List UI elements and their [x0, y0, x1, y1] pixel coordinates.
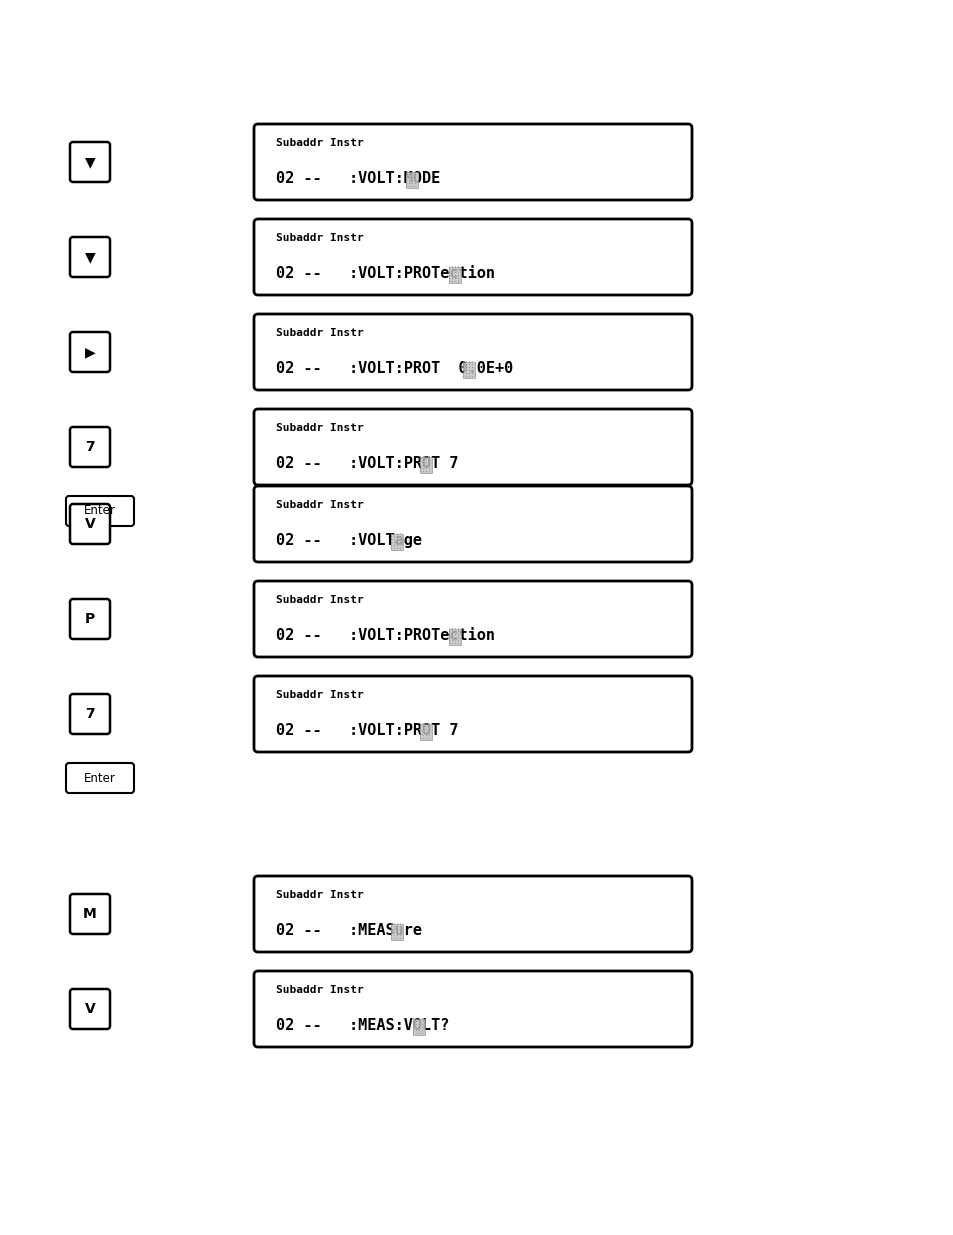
FancyBboxPatch shape — [405, 172, 417, 188]
Text: 02 --   :VOLTage: 02 -- :VOLTage — [275, 534, 421, 548]
Text: Subaddr Instr: Subaddr Instr — [275, 595, 363, 605]
FancyBboxPatch shape — [70, 237, 110, 277]
Text: ▶: ▶ — [85, 345, 95, 359]
Text: Subaddr Instr: Subaddr Instr — [275, 890, 363, 900]
Text: Subaddr Instr: Subaddr Instr — [275, 233, 363, 243]
Text: Subaddr Instr: Subaddr Instr — [275, 329, 363, 338]
Text: V: V — [85, 1002, 95, 1016]
FancyBboxPatch shape — [70, 599, 110, 638]
Text: ▼: ▼ — [85, 249, 95, 264]
FancyBboxPatch shape — [253, 409, 691, 485]
FancyBboxPatch shape — [70, 894, 110, 934]
FancyBboxPatch shape — [66, 496, 133, 526]
Text: Subaddr Instr: Subaddr Instr — [275, 424, 363, 433]
Text: 02 --   :VOLT:PROT 7: 02 -- :VOLT:PROT 7 — [275, 722, 458, 739]
Text: 02 --   :VOLT:PROT 7: 02 -- :VOLT:PROT 7 — [275, 456, 458, 471]
FancyBboxPatch shape — [70, 989, 110, 1029]
FancyBboxPatch shape — [70, 694, 110, 734]
FancyBboxPatch shape — [253, 876, 691, 952]
Text: 7: 7 — [85, 706, 94, 721]
Text: P: P — [85, 613, 95, 626]
Text: 02 --   :VOLT:PROTection: 02 -- :VOLT:PROTection — [275, 266, 495, 282]
FancyBboxPatch shape — [70, 504, 110, 543]
FancyBboxPatch shape — [70, 332, 110, 372]
FancyBboxPatch shape — [70, 142, 110, 182]
Text: ▼: ▼ — [85, 156, 95, 169]
Text: 02 --   :VOLT:PROTection: 02 -- :VOLT:PROTection — [275, 629, 495, 643]
FancyBboxPatch shape — [419, 457, 432, 473]
Text: 7: 7 — [85, 440, 94, 454]
Text: 02 --   :MEASure: 02 -- :MEASure — [275, 923, 421, 939]
Text: 02 --   :VOLT:MODE: 02 -- :VOLT:MODE — [275, 170, 439, 186]
FancyBboxPatch shape — [448, 629, 460, 645]
Text: 02 --   :VOLT:PROT  0.0E+0: 02 -- :VOLT:PROT 0.0E+0 — [275, 361, 513, 375]
FancyBboxPatch shape — [253, 487, 691, 562]
FancyBboxPatch shape — [419, 724, 432, 740]
Text: Subaddr Instr: Subaddr Instr — [275, 138, 363, 148]
FancyBboxPatch shape — [463, 362, 475, 378]
Text: Subaddr Instr: Subaddr Instr — [275, 690, 363, 700]
FancyBboxPatch shape — [253, 314, 691, 390]
FancyBboxPatch shape — [413, 1019, 424, 1035]
Text: Subaddr Instr: Subaddr Instr — [275, 500, 363, 510]
FancyBboxPatch shape — [253, 676, 691, 752]
Text: Subaddr Instr: Subaddr Instr — [275, 986, 363, 995]
FancyBboxPatch shape — [391, 534, 403, 550]
FancyBboxPatch shape — [391, 924, 403, 940]
FancyBboxPatch shape — [253, 124, 691, 200]
FancyBboxPatch shape — [253, 219, 691, 295]
FancyBboxPatch shape — [253, 971, 691, 1047]
Text: Enter: Enter — [84, 505, 116, 517]
FancyBboxPatch shape — [253, 580, 691, 657]
Text: V: V — [85, 517, 95, 531]
FancyBboxPatch shape — [448, 267, 460, 283]
Text: M: M — [83, 906, 97, 921]
FancyBboxPatch shape — [66, 763, 133, 793]
FancyBboxPatch shape — [70, 427, 110, 467]
Text: Enter: Enter — [84, 772, 116, 784]
Text: 02 --   :MEAS:VOLT?: 02 -- :MEAS:VOLT? — [275, 1018, 449, 1032]
